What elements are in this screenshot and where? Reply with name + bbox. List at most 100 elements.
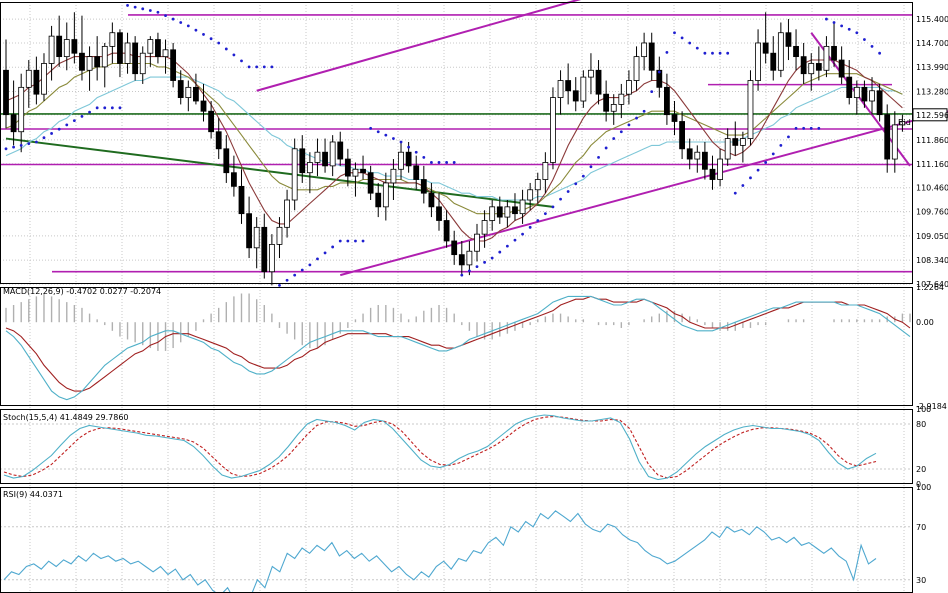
- candle-body: [565, 80, 572, 92]
- macd-tick-label: 0.00: [916, 318, 934, 327]
- candle-body: [815, 63, 822, 71]
- candle-body: [588, 69, 594, 78]
- sar-dot: [414, 150, 418, 154]
- candle-body: [223, 148, 230, 174]
- candle-body: [831, 45, 837, 61]
- candle-body: [671, 114, 678, 122]
- candle-body: [352, 168, 359, 177]
- candle-body: [124, 42, 131, 64]
- sar-dot: [794, 126, 798, 130]
- sar-dot: [179, 21, 183, 24]
- candle-body: [420, 179, 427, 194]
- candle-body: [800, 56, 807, 75]
- candle-body: [246, 213, 252, 249]
- candle-body: [519, 199, 526, 215]
- candle-body: [891, 124, 898, 160]
- sar-dot: [72, 119, 76, 123]
- sar-dot: [619, 130, 623, 134]
- sar-dot: [217, 41, 221, 45]
- sar-dot: [407, 145, 411, 149]
- sar-dot: [498, 250, 502, 254]
- candle-body: [550, 97, 556, 163]
- candle-body: [3, 69, 9, 116]
- rsi-tick-label: 30: [916, 576, 926, 585]
- candle-body: [762, 42, 769, 54]
- price-tick-label: 111.160: [916, 160, 948, 169]
- price-tick-label: 113.280: [916, 87, 948, 96]
- stoch-signal-line: [3, 415, 877, 479]
- price-tick-label: 108.340: [916, 256, 948, 265]
- sar-dot: [505, 244, 509, 248]
- candle-body: [230, 172, 237, 187]
- candle-body: [504, 206, 511, 218]
- candle-body: [268, 243, 275, 273]
- sar-dot: [42, 136, 46, 140]
- sar-dot: [316, 257, 319, 261]
- candle-body: [322, 151, 328, 167]
- candle-body: [329, 141, 336, 167]
- candle-body: [33, 69, 40, 95]
- candle-body: [686, 148, 693, 160]
- sar-dot: [559, 197, 562, 201]
- candle-body: [375, 192, 382, 208]
- sar-dot: [354, 239, 357, 243]
- candle-body: [694, 151, 701, 160]
- sar-dot: [148, 9, 152, 12]
- sar-dot: [323, 251, 327, 255]
- sar-dot: [118, 106, 122, 110]
- sar-dot: [452, 161, 456, 164]
- sar-dot: [787, 135, 790, 139]
- sar-dot: [802, 126, 806, 130]
- sar-dot: [57, 127, 61, 131]
- sar-dot: [581, 174, 585, 178]
- sar-dot: [186, 24, 190, 28]
- candle-body: [474, 233, 480, 252]
- stoch-tick-label: 100: [916, 405, 931, 414]
- stoch-tick-label: 80: [916, 420, 926, 429]
- candle-body: [25, 69, 32, 88]
- sar-dot: [521, 232, 524, 236]
- sar-dot: [103, 106, 107, 110]
- candle-body: [580, 76, 587, 102]
- candle-body: [155, 39, 161, 58]
- candle-body: [436, 206, 442, 221]
- panel-frame-macd: [0, 287, 913, 406]
- sar-dot: [475, 265, 479, 268]
- candle-body: [884, 114, 891, 160]
- sar-dot: [308, 263, 312, 267]
- sar-dot: [733, 191, 737, 195]
- channel-upper-line: [256, 0, 582, 92]
- macd-panel: [5, 293, 911, 401]
- candle-body: [443, 220, 450, 242]
- candle-body: [276, 226, 283, 245]
- sar-dot: [711, 51, 714, 55]
- sar-dot: [878, 51, 882, 55]
- sar-dot: [27, 142, 31, 146]
- candle-body: [458, 254, 465, 266]
- candle-body: [664, 86, 670, 116]
- candle-body: [451, 240, 458, 256]
- candle-body: [390, 168, 397, 184]
- sar-dot: [490, 256, 494, 260]
- candle-body: [853, 86, 860, 98]
- candle-body: [215, 131, 222, 150]
- sar-dot: [270, 65, 274, 69]
- candle-body: [793, 45, 799, 58]
- sar-dot: [392, 137, 395, 140]
- candle-body: [170, 49, 177, 81]
- sar-dot: [635, 116, 638, 120]
- sar-dot: [399, 140, 403, 144]
- panel-frame-price: [0, 2, 913, 284]
- sar-dot: [627, 123, 631, 127]
- candle-body: [10, 114, 17, 133]
- candle-body: [899, 121, 906, 126]
- candle-body: [770, 52, 777, 71]
- candle-body: [284, 199, 290, 228]
- price-tick-label: 110.460: [916, 184, 948, 193]
- stochastic-panel: [0, 414, 912, 481]
- macd-title: MACD(12,26,9) -0.4702 0.0277 -0.2074: [3, 287, 161, 296]
- candle-body: [63, 39, 70, 58]
- candle-body: [428, 192, 435, 208]
- candle-body: [876, 90, 883, 116]
